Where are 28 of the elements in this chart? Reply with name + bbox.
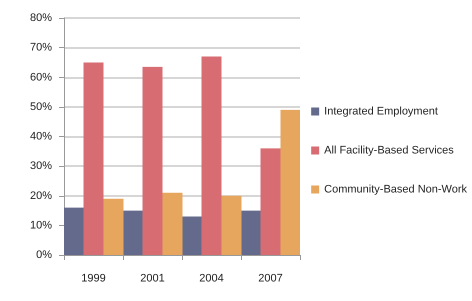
y-tick-label: 80% [30, 12, 52, 24]
y-tick-label: 0% [36, 249, 52, 261]
x-tick-label: 2007 [258, 272, 283, 284]
bar [280, 110, 300, 255]
bar [240, 210, 260, 255]
legend-label: Community-Based Non-Work [324, 184, 468, 196]
bar [84, 62, 104, 255]
bar [260, 148, 280, 255]
bar [182, 216, 202, 255]
x-tick-label: 1999 [81, 272, 106, 284]
y-tick-label: 30% [30, 160, 52, 172]
y-tick-label: 50% [30, 100, 52, 113]
x-tick-label: 2001 [140, 272, 165, 284]
bar [162, 192, 182, 255]
bar [122, 210, 142, 255]
legend-label: All Facility-Based Services [324, 144, 454, 156]
bar [104, 198, 124, 255]
bar [222, 196, 242, 255]
bar [142, 66, 162, 255]
y-tick-label: 70% [30, 42, 52, 54]
bar [64, 208, 84, 255]
legend-label: Integrated Employment [324, 106, 438, 118]
x-tick-label: 2004 [199, 272, 224, 284]
y-tick-label: 20% [30, 190, 52, 202]
y-tick-label: 10% [30, 219, 52, 232]
bar [202, 56, 222, 255]
y-tick-label: 60% [30, 71, 52, 84]
y-tick-label: 40% [30, 130, 52, 142]
